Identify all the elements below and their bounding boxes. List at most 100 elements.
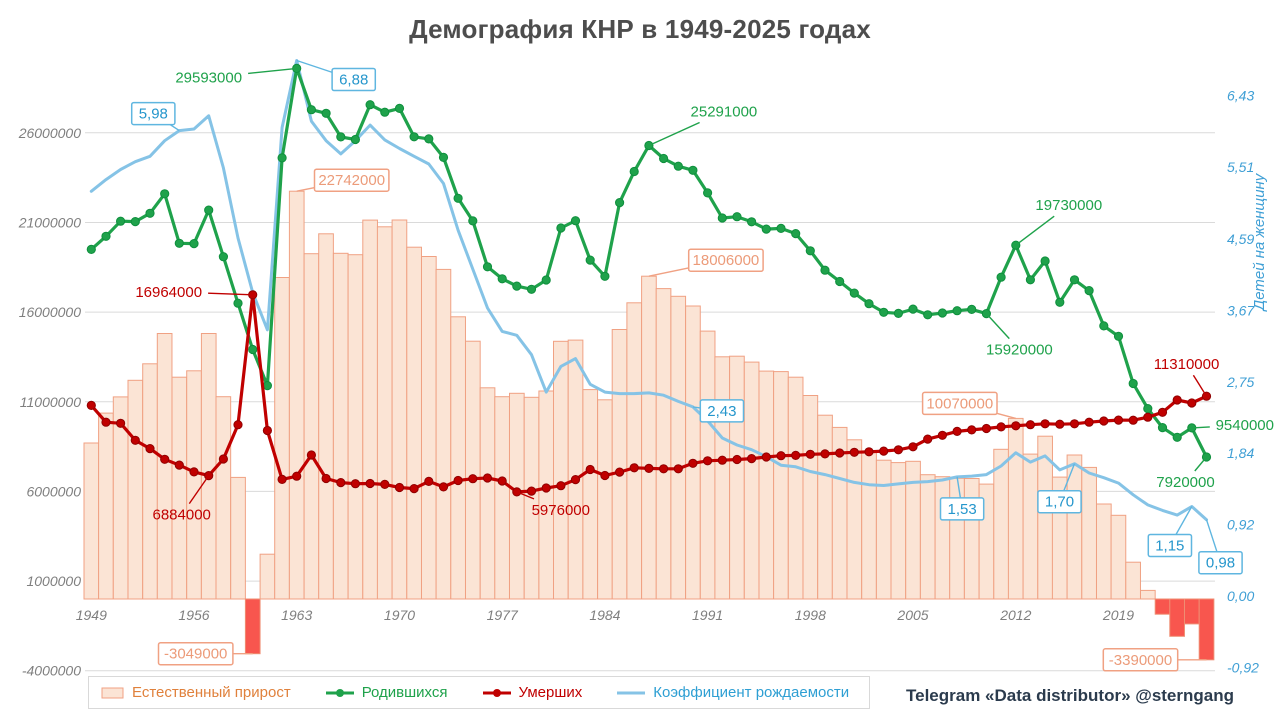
annotation-115: 1,15	[1147, 506, 1193, 558]
natural-increase-bar	[1007, 417, 1024, 600]
legend-item: Родившихся	[325, 684, 448, 701]
natural-increase-bar	[582, 389, 599, 600]
svg-text:21000000: 21000000	[18, 215, 82, 231]
deaths-line	[86, 290, 1212, 497]
svg-text:1000000: 1000000	[26, 573, 81, 589]
svg-text:3,67: 3,67	[1227, 302, 1255, 318]
annotation-7920000: 7920000	[1156, 456, 1215, 491]
annotation-170: 1,70	[1037, 463, 1082, 514]
svg-text:-3390000: -3390000	[1109, 652, 1172, 669]
annotation-19730000: 19730000	[1015, 197, 1102, 246]
natural-increase-bar	[479, 387, 496, 600]
natural-increase-bar	[641, 275, 657, 600]
annotation-16964000: 16964000	[135, 284, 253, 301]
natural-increase-bar	[611, 329, 628, 600]
svg-text:29593000: 29593000	[175, 69, 242, 86]
natural-increase-bar	[861, 450, 877, 600]
legend-label: Родившихся	[361, 684, 448, 701]
svg-text:26000000: 26000000	[18, 125, 82, 141]
svg-text:5976000: 5976000	[532, 502, 590, 519]
natural-increase-bar	[1110, 514, 1127, 600]
svg-text:1998: 1998	[795, 607, 826, 623]
legend-label: Коэффициент рождаемости	[653, 684, 850, 701]
svg-text:2,75: 2,75	[1226, 374, 1254, 390]
svg-text:4,59: 4,59	[1227, 231, 1254, 247]
svg-text:22742000: 22742000	[318, 172, 385, 189]
natural-increase-bar	[421, 256, 437, 600]
legend-item: Коэффициент рождаемости	[616, 684, 849, 701]
natural-increase-bar	[200, 333, 217, 600]
svg-text:-0,92: -0,92	[1227, 660, 1259, 676]
natural-increase-bar	[465, 340, 481, 600]
svg-text:2019: 2019	[1102, 607, 1134, 623]
natural-increase-bar	[142, 363, 158, 600]
births-line	[86, 63, 1212, 462]
svg-text:5,98: 5,98	[139, 106, 168, 123]
legend-label: Естественный прирост	[132, 684, 291, 701]
natural-increase-bar	[949, 477, 965, 600]
natural-increase-bar	[1081, 466, 1097, 600]
annotation-10070000: 10070000	[921, 391, 1016, 420]
svg-text:10070000: 10070000	[926, 395, 993, 412]
natural-increase-bar	[993, 448, 1009, 600]
natural-increase-bar	[186, 370, 202, 600]
svg-text:9540000: 9540000	[1216, 417, 1274, 434]
svg-text:-4000000: -4000000	[22, 663, 81, 679]
annotation-598: 5,98	[130, 101, 180, 132]
svg-text:1963: 1963	[281, 607, 312, 623]
svg-text:11000000: 11000000	[20, 394, 81, 410]
natural-increase-bar	[1125, 561, 1141, 600]
natural-increase-bar	[83, 442, 100, 600]
annotation-3049000: -3049000	[157, 641, 253, 666]
natural-increase-bar	[450, 316, 466, 600]
natural-increase-bar	[1140, 589, 1156, 600]
svg-text:-3049000: -3049000	[164, 646, 227, 663]
right-axis-labels: 6,43 5,51 4,59 3,67 2,75 1,84 0,92 0,00 -0,92	[1226, 88, 1259, 676]
svg-text:1984: 1984	[589, 607, 620, 623]
svg-text:6000000: 6000000	[26, 483, 81, 499]
natural-increase-bar	[817, 414, 833, 600]
natural-increase-bar	[259, 553, 276, 600]
annotation-6884000: 6884000	[152, 475, 211, 524]
annotation-098: 0,98	[1198, 519, 1243, 575]
natural-increase-bar	[670, 295, 687, 600]
annotation-25291000: 25291000	[648, 104, 758, 147]
right-axis-title: Детей на женщину	[1251, 172, 1268, 312]
annotation-15920000: 15920000	[985, 313, 1053, 359]
natural-increase-bar	[538, 390, 555, 600]
svg-text:19730000: 19730000	[1035, 197, 1102, 214]
svg-text:16000000: 16000000	[19, 304, 82, 320]
natural-increase-bar	[626, 302, 643, 600]
natural-increase-bar	[597, 399, 613, 600]
natural-increase-bar	[714, 356, 731, 600]
natural-increase-bar	[391, 219, 408, 600]
natural-increase-bar	[494, 396, 510, 600]
svg-text:0,00: 0,00	[1227, 588, 1254, 604]
svg-text:0,92: 0,92	[1227, 516, 1254, 532]
left-axis-labels: 26000000 21000000 16000000 11000000 6000000 1…	[18, 125, 82, 679]
natural-increase-bar	[347, 254, 364, 600]
legend-label: Умерших	[518, 684, 583, 701]
natural-increase-bar	[1184, 598, 1200, 625]
legend-item: Естественный прирост	[101, 684, 291, 701]
svg-text:18006000: 18006000	[693, 252, 760, 269]
svg-text:6,43: 6,43	[1227, 88, 1254, 104]
svg-text:5,51: 5,51	[1227, 159, 1254, 175]
svg-text:1970: 1970	[384, 607, 415, 623]
natural-increase-bar	[758, 370, 775, 600]
legend-item: Умерших	[482, 684, 583, 701]
svg-text:0,98: 0,98	[1206, 555, 1235, 572]
natural-increase-bar	[553, 340, 569, 600]
natural-increase-bar	[773, 371, 789, 600]
svg-text:2005: 2005	[896, 607, 928, 623]
svg-text:1991: 1991	[692, 607, 723, 623]
svg-text:25291000: 25291000	[691, 104, 758, 121]
watermark-text: Telegram «Data distributor» @sterngang	[906, 686, 1234, 705]
legend-line-swatch	[617, 691, 646, 694]
annotation-29593000: 29593000	[175, 67, 297, 86]
natural-increase-bar	[934, 476, 951, 600]
natural-increase-bar	[567, 339, 584, 600]
natural-increase-bar	[303, 253, 320, 600]
